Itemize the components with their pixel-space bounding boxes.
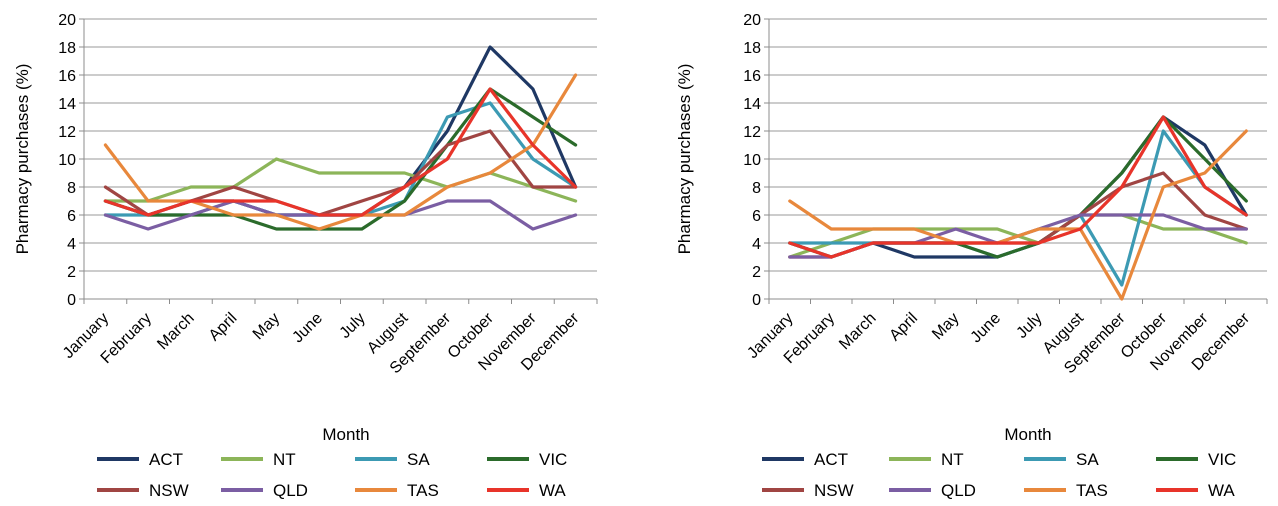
series-line-tas bbox=[103, 73, 578, 231]
x-tick-label: March bbox=[154, 310, 197, 353]
y-tick-label: 18 bbox=[743, 40, 761, 57]
y-tick-label: 4 bbox=[67, 236, 76, 253]
y-tick-label: 10 bbox=[743, 152, 761, 169]
legend-label-sa: SA bbox=[407, 450, 430, 469]
legend-label-wa: WA bbox=[1208, 481, 1235, 500]
y-tick-label: 10 bbox=[58, 152, 76, 169]
y-axis-title: Pharmacy purchases (%) bbox=[675, 64, 694, 255]
y-tick-label: 2 bbox=[752, 264, 761, 281]
legend-label-nsw: NSW bbox=[814, 481, 854, 500]
x-axis-title: Month bbox=[1004, 425, 1051, 444]
y-tick-label: 14 bbox=[743, 96, 761, 113]
series-line-wa bbox=[103, 87, 578, 217]
x-tick-label: May bbox=[929, 310, 962, 343]
x-tick-label: July bbox=[337, 310, 369, 342]
series-line-sa bbox=[788, 129, 1248, 287]
legend-label-nt: NT bbox=[273, 450, 296, 469]
x-tick-label: April bbox=[206, 310, 241, 345]
x-tick-label: May bbox=[250, 310, 283, 343]
legend-label-act: ACT bbox=[149, 450, 183, 469]
legend-label-act: ACT bbox=[814, 450, 848, 469]
series-line-tas bbox=[788, 129, 1248, 301]
y-tick-label: 20 bbox=[58, 12, 76, 29]
series-line-wa bbox=[788, 115, 1248, 259]
series-line-nt bbox=[103, 157, 578, 203]
legend-label-vic: VIC bbox=[1208, 450, 1236, 469]
legend-label-qld: QLD bbox=[273, 481, 308, 500]
y-tick-label: 8 bbox=[752, 180, 761, 197]
y-tick-label: 16 bbox=[58, 68, 76, 85]
y-tick-label: 6 bbox=[67, 208, 76, 225]
legend-label-vic: VIC bbox=[539, 450, 567, 469]
legend-label-sa: SA bbox=[1076, 450, 1099, 469]
y-tick-label: 4 bbox=[752, 236, 761, 253]
y-tick-label: 6 bbox=[752, 208, 761, 225]
legend-label-wa: WA bbox=[539, 481, 566, 500]
y-tick-label: 16 bbox=[743, 68, 761, 85]
x-axis-title: Month bbox=[322, 425, 369, 444]
x-tick-label: June bbox=[289, 310, 326, 347]
y-tick-label: 8 bbox=[67, 180, 76, 197]
y-axis-title: Pharmacy purchases (%) bbox=[13, 64, 32, 255]
y-tick-label: 18 bbox=[58, 40, 76, 57]
y-tick-label: 2 bbox=[67, 264, 76, 281]
series-line-vic bbox=[103, 87, 578, 231]
y-tick-label: 14 bbox=[58, 96, 76, 113]
legend-label-tas: TAS bbox=[1076, 481, 1108, 500]
x-tick-label: April bbox=[886, 310, 921, 345]
x-tick-label: March bbox=[836, 310, 879, 353]
legend-label-tas: TAS bbox=[407, 481, 439, 500]
x-tick-label: June bbox=[968, 310, 1005, 347]
y-tick-label: 12 bbox=[743, 124, 761, 141]
y-tick-label: 20 bbox=[743, 12, 761, 29]
y-tick-label: 0 bbox=[752, 292, 761, 309]
y-tick-label: 0 bbox=[67, 292, 76, 309]
x-tick-label: July bbox=[1013, 310, 1045, 342]
legend-label-nsw: NSW bbox=[149, 481, 189, 500]
legend-label-qld: QLD bbox=[941, 481, 976, 500]
y-tick-label: 12 bbox=[58, 124, 76, 141]
legend-label-nt: NT bbox=[941, 450, 964, 469]
